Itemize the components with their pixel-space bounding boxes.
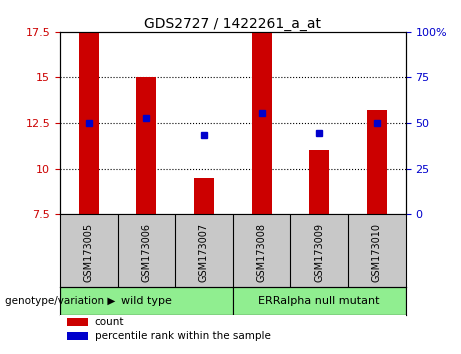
Text: GSM173009: GSM173009 [314, 223, 324, 282]
Text: count: count [95, 317, 124, 327]
Text: ERRalpha null mutant: ERRalpha null mutant [259, 296, 380, 306]
Bar [60, 287, 233, 315]
Bar [367, 110, 387, 214]
Bar [79, 32, 99, 214]
Text: wild type: wild type [121, 296, 172, 306]
Text: genotype/variation ▶: genotype/variation ▶ [5, 296, 115, 306]
Text: percentile rank within the sample: percentile rank within the sample [95, 331, 271, 341]
Bar [67, 332, 88, 340]
Bar [252, 32, 272, 214]
Text: GSM173008: GSM173008 [257, 223, 266, 282]
Bar [136, 78, 156, 214]
Bar [233, 287, 406, 315]
Text: GSM173005: GSM173005 [84, 223, 94, 282]
Text: GSM173010: GSM173010 [372, 223, 382, 282]
Title: GDS2727 / 1422261_a_at: GDS2727 / 1422261_a_at [144, 17, 321, 31]
Bar [194, 178, 214, 214]
Bar [309, 150, 329, 214]
Text: GSM173006: GSM173006 [142, 223, 151, 282]
Bar [67, 318, 88, 326]
Text: GSM173007: GSM173007 [199, 223, 209, 282]
